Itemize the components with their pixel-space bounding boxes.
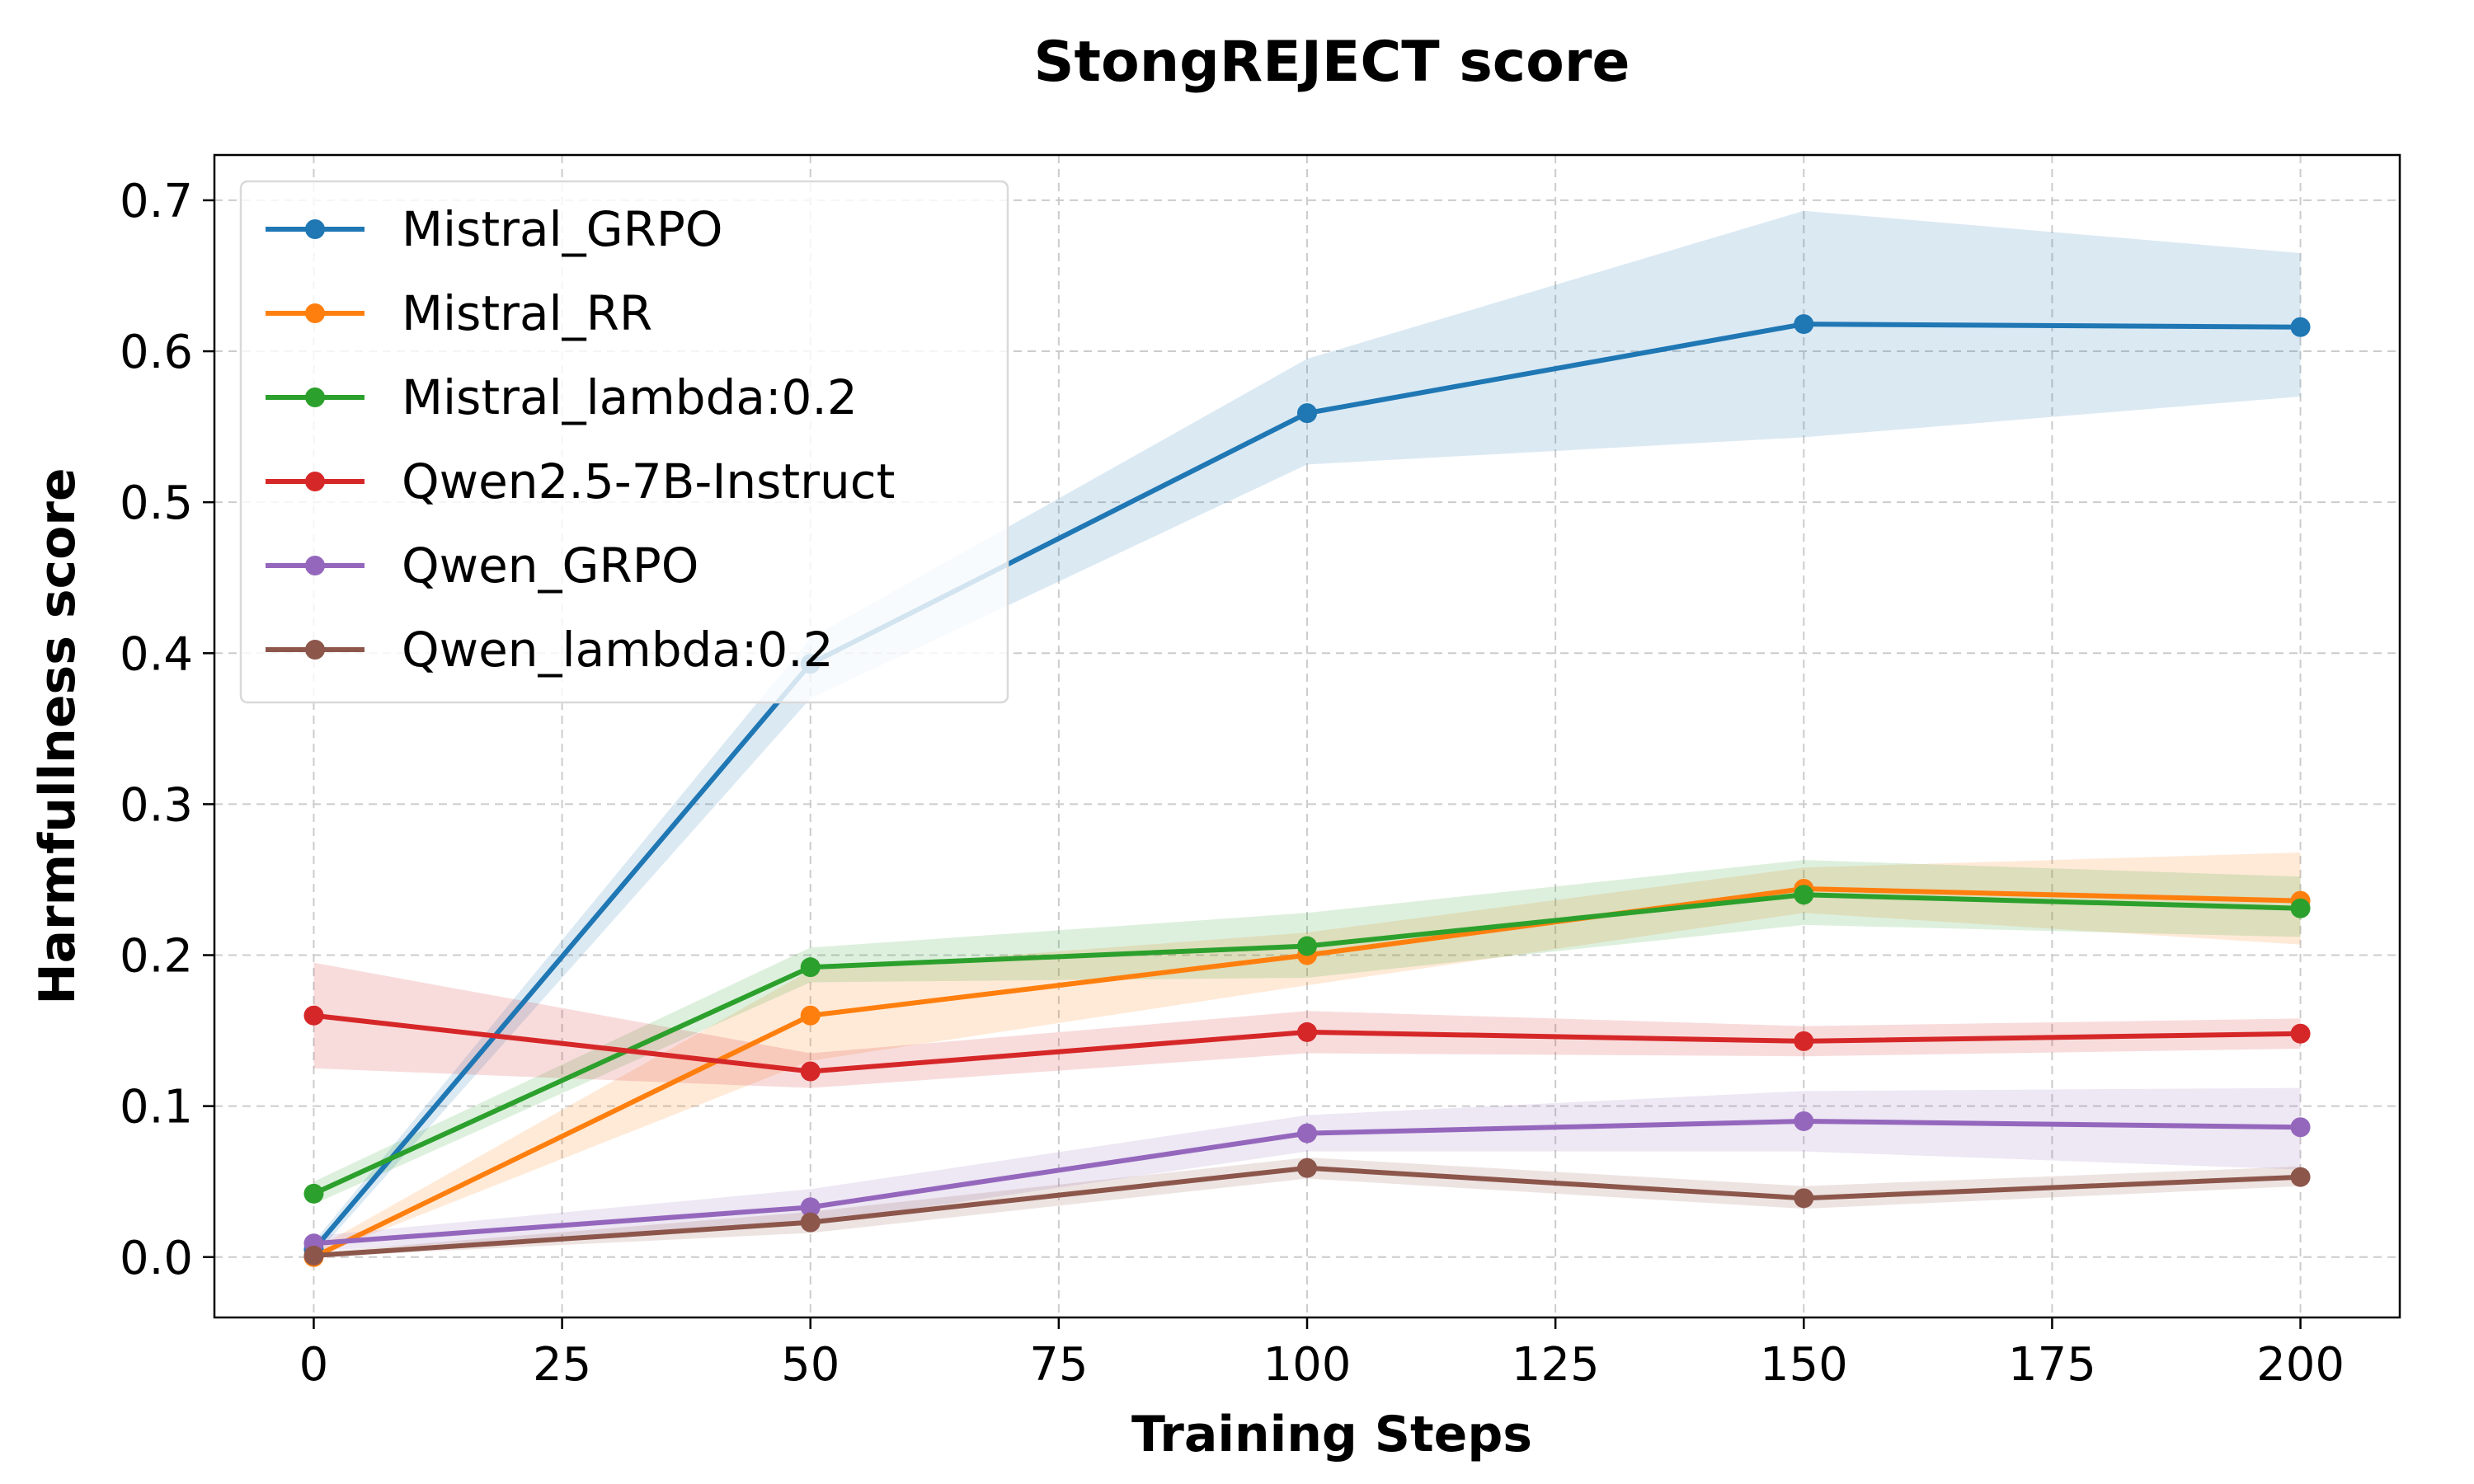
point-qwen2-5-7b-instruct [1794, 1031, 1814, 1051]
point-qwen-lambda-0-2 [1297, 1158, 1317, 1178]
legend-item-mistral-grpo: Mistral_GRPO [266, 201, 723, 257]
y-tick-label: 0.1 [120, 1081, 193, 1134]
legend-swatch-marker [305, 640, 325, 660]
x-tick-label: 0 [299, 1338, 329, 1392]
point-qwen2-5-7b-instruct [800, 1061, 821, 1082]
y-tick-label: 0.5 [120, 477, 193, 530]
x-tick-label: 50 [781, 1338, 840, 1392]
point-mistral-lambda-0-2 [303, 1183, 324, 1204]
point-mistral-lambda-0-2 [1794, 885, 1814, 905]
point-mistral-rr [800, 1005, 821, 1026]
legend-label: Mistral_RR [402, 285, 652, 341]
x-tick-label: 150 [1760, 1338, 1848, 1392]
point-qwen-grpo [1794, 1111, 1814, 1131]
point-qwen-grpo [2290, 1117, 2311, 1138]
point-qwen-lambda-0-2 [2290, 1167, 2311, 1187]
x-tick-label: 100 [1263, 1338, 1352, 1392]
point-qwen-grpo [1297, 1123, 1317, 1144]
point-qwen-lambda-0-2 [1794, 1188, 1814, 1209]
x-tick-label: 125 [1512, 1338, 1600, 1392]
legend-swatch-marker [305, 472, 325, 491]
x-tick-label: 75 [1029, 1338, 1088, 1392]
legend-box [239, 180, 1009, 704]
legend-item-mistral-lambda-0-2: Mistral_lambda:0.2 [266, 369, 858, 425]
legend-swatch-marker [305, 219, 325, 239]
legend-label: Mistral_GRPO [402, 201, 723, 257]
legend-swatch-marker [305, 387, 325, 407]
x-axis-title: Training Steps [1131, 1406, 1532, 1463]
y-tick-label: 0.2 [120, 930, 193, 984]
y-tick-label: 0.3 [120, 778, 193, 832]
x-tick-label: 25 [533, 1338, 591, 1392]
legend-item-mistral-rr: Mistral_RR [266, 285, 652, 341]
point-mistral-grpo [1794, 314, 1814, 335]
point-qwen2-5-7b-instruct [2290, 1023, 2311, 1044]
point-qwen-lambda-0-2 [303, 1245, 324, 1266]
series-lines [303, 314, 2311, 1267]
point-mistral-grpo [2290, 317, 2311, 337]
legend-label: Mistral_lambda:0.2 [402, 369, 858, 425]
legend-label: Qwen_GRPO [402, 538, 698, 594]
y-tick-label: 0.0 [120, 1232, 193, 1285]
y-tick-label: 0.6 [120, 326, 193, 379]
series-qwen2-5-7b-instruct [303, 1005, 2311, 1082]
series-mistral-lambda-0-2 [303, 885, 2311, 1204]
point-qwen2-5-7b-instruct [303, 1005, 324, 1026]
legend-label: Qwen2.5-7B-Instruct [402, 453, 895, 510]
legend-item-qwen-grpo: Qwen_GRPO [266, 538, 698, 594]
y-axis-title: Harmfullness score [29, 467, 87, 1004]
point-mistral-lambda-0-2 [800, 957, 821, 978]
point-qwen-lambda-0-2 [800, 1212, 821, 1233]
legend-item-qwen-lambda-0-2: Qwen_lambda:0.2 [266, 622, 834, 678]
legend-swatch-marker [305, 556, 325, 575]
series-qwen-lambda-0-2 [303, 1158, 2311, 1266]
chart-title: StongREJECT score [1034, 30, 1630, 95]
y-tick-label: 0.4 [120, 627, 193, 681]
axis-ticks: 0 25 50 75 100 125 150 175 200 0.0 0.1 0.2 0.3 0.4 0.5… [120, 175, 2345, 1392]
band-mistral-rr [313, 852, 2301, 1257]
x-tick-label: 175 [2008, 1338, 2096, 1392]
legend: Mistral_GRPO Mistral_RR Mistral_lambda:0.2… [239, 180, 1009, 704]
point-qwen-grpo [800, 1197, 821, 1218]
legend-item-qwen2-5-7b-instruct: Qwen2.5-7B-Instruct [266, 453, 895, 510]
y-tick-label: 0.7 [120, 175, 193, 228]
point-mistral-grpo [1297, 403, 1317, 424]
point-mistral-lambda-0-2 [1297, 936, 1317, 956]
point-qwen2-5-7b-instruct [1297, 1021, 1317, 1042]
legend-swatch-marker [305, 303, 325, 323]
point-mistral-lambda-0-2 [2290, 898, 2311, 918]
x-tick-label: 200 [2256, 1338, 2345, 1392]
legend-label: Qwen_lambda:0.2 [402, 622, 834, 678]
